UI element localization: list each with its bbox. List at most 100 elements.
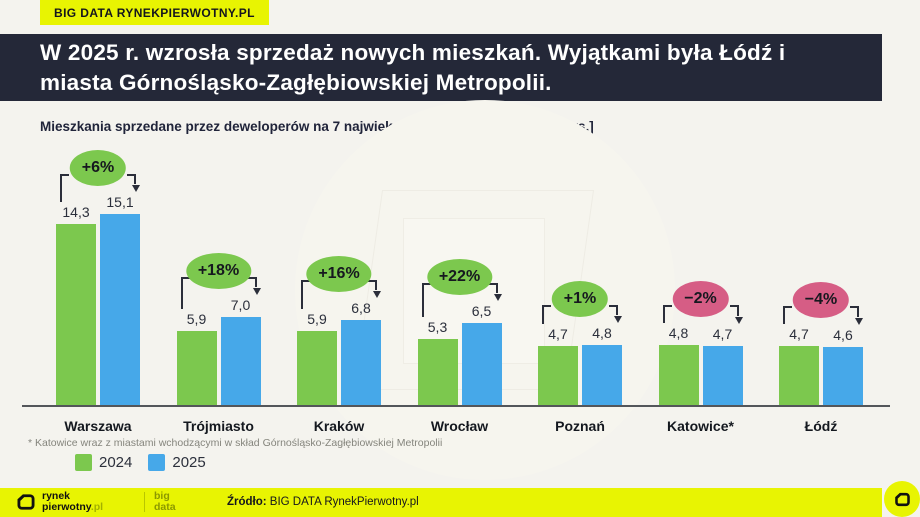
badge-connector-line [301,280,310,309]
bar-group: +18% 5,9 7,0 Trójmiasto [163,146,275,434]
category-label: Wrocław [430,418,489,434]
badge-connector-line [60,174,69,202]
change-badge: +16% [306,256,372,292]
bar-pair: 4,8 4,7 [658,325,743,406]
top-brand-badge: BIG DATA RYNEKPIERWOTNY.PL [40,0,269,25]
legend-label-2025: 2025 [172,454,206,471]
badge-connector-line [368,280,377,290]
category-label: Warszawa [64,418,132,434]
bar-pair: 5,3 6,5 [417,303,502,406]
change-badge: −2% [672,281,729,317]
bar-pair: 14,3 15,1 [56,195,140,406]
badge-arrow-icon [614,316,622,323]
bar-column-2024: 4,7 [538,327,578,406]
bar-value-label: 7,0 [230,297,251,313]
source-credit: Źródło: BIG DATA RynekPierwotny.pl [227,496,419,508]
legend-swatch-2025 [148,454,166,471]
x-axis-line [22,405,890,407]
bar-value-label: 4,7 [789,326,809,342]
bar-value-label: 5,3 [427,319,448,335]
logo-line-2: pierwotny [42,501,91,513]
bar-column-2025: 6,8 [341,301,381,406]
rynekpierwotny-logo-icon [16,492,36,517]
bar-2024 [176,331,217,406]
bar-2024 [56,224,96,406]
change-badge: −4% [792,282,850,318]
badge-connector-line [850,306,859,317]
bar-2024 [417,339,458,406]
bar-group: +16% 5,9 6,8 Kraków [283,146,395,434]
bar-value-label: 4,7 [548,326,568,342]
bar-pair: 4,7 4,8 [538,326,622,406]
badge-arrow-icon [493,294,502,301]
badge-connector-line [180,277,190,309]
badge-connector-line [421,283,431,317]
bar-value-label: 4,7 [712,326,733,342]
badge-connector-line [662,305,672,323]
bar-column-2024: 5,9 [297,312,337,406]
bar-value-label: 6,5 [471,303,492,319]
bar-2024 [297,331,337,406]
bar-value-label: 15,1 [106,194,134,210]
chart-groups: +6% 14,3 15,1 Warszawa +18% 5,9 7,0 Trójmiasto +… [42,146,877,434]
bar-2025 [341,320,381,406]
bar-2024 [779,346,819,406]
badge-arrow-icon [855,318,863,325]
bar-column-2024: 5,9 [176,311,217,406]
footer-bar: rynek pierwotny.pl big data Źródło: BIG … [0,488,882,517]
footnote: * Katowice wraz z miastami wchodzącymi w… [28,437,443,449]
headline-line-1: W 2025 r. wzrosła sprzedaż nowych mieszk… [40,39,786,65]
badge-connector-line [729,305,739,316]
category-label: Łódź [804,418,838,434]
category-label: Trójmiasto [183,418,254,434]
change-badge: +1% [551,281,609,317]
bar-value-label: 4,8 [668,325,689,341]
bigdata-line-1: big [154,490,170,502]
change-badge: +18% [185,253,252,289]
bar-value-label: 6,8 [351,300,371,316]
bar-value-label: 4,6 [833,327,853,343]
bar-2024 [658,345,699,406]
badge-arrow-icon [373,291,381,298]
bar-group: +22% 5,3 6,5 Wrocław [404,146,516,434]
corner-logo-icon [894,492,910,506]
bar-column-2024: 14,3 [56,205,96,406]
bar-2025 [461,323,502,406]
logo-pl-suffix: .pl [90,501,104,513]
bar-group: −2% 4,8 4,7 Katowice* [645,146,757,434]
legend-label-2024: 2024 [99,454,133,471]
bar-2024 [538,346,578,406]
category-label: Katowice* [667,418,734,434]
bar-column-2025: 4,6 [823,328,863,406]
source-text: BIG DATA RynekPierwotny.pl [266,496,419,508]
bar-column-2024: 5,3 [417,319,458,406]
bar-value-label: 14,3 [62,204,90,220]
badge-connector-line [247,277,257,287]
bar-column-2025: 6,5 [461,303,502,406]
category-label: Poznań [555,418,605,434]
bar-pair: 4,7 4,6 [779,327,863,406]
bar-2025 [100,214,140,406]
change-badge: +22% [426,259,493,295]
badge-arrow-icon [734,317,743,324]
headline-line-2: miasta Górnośląsko-Zagłębiowskiej Metrop… [40,69,552,95]
bar-column-2025: 4,8 [582,326,622,406]
bar-column-2024: 4,8 [658,325,699,406]
headline-banner: W 2025 r. wzrosła sprzedaż nowych mieszk… [0,34,882,101]
bar-column-2025: 7,0 [220,297,261,406]
bar-group: −4% 4,7 4,6 Łódź [765,146,877,434]
rynekpierwotny-logo-text: rynek pierwotny.pl [42,491,103,513]
legend-item-2025: 2025 [148,454,206,471]
bar-2025 [823,347,863,406]
bar-pair: 5,9 7,0 [176,297,261,406]
bar-value-label: 5,9 [186,311,207,327]
bigdata-line-2: data [154,501,176,513]
bigdata-logo-text: big data [154,491,176,513]
bar-value-label: 5,9 [307,311,327,327]
legend: 2024 2025 [75,454,206,471]
badge-connector-line [127,174,136,184]
bar-2025 [582,345,622,406]
badge-connector-line [609,305,618,315]
bar-group: +1% 4,7 4,8 Poznań [524,146,636,434]
